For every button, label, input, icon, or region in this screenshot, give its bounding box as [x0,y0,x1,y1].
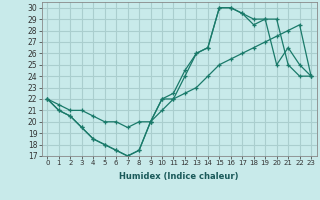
X-axis label: Humidex (Indice chaleur): Humidex (Indice chaleur) [119,172,239,181]
